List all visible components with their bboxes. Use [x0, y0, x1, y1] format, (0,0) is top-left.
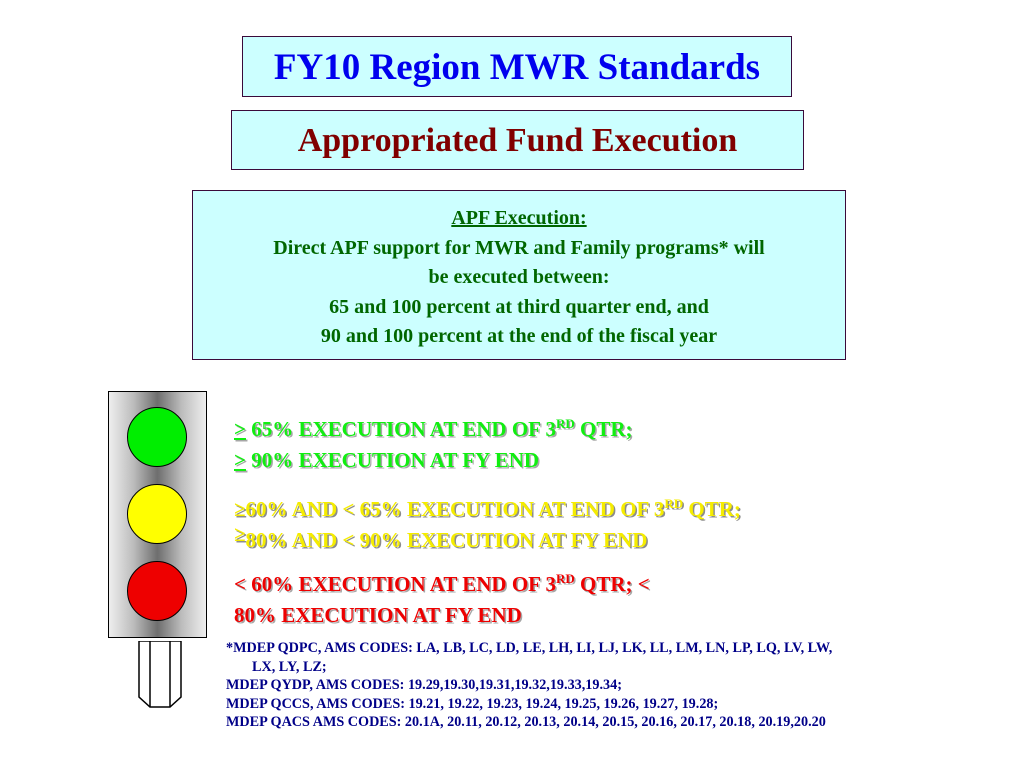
apf-line-4: 90 and 100 percent at the end of the fis… [320, 325, 718, 347]
red-status-line-2: 80% EXECUTION AT FY END [234, 603, 522, 627]
red-line-1-sup: RD [555, 571, 575, 586]
page-title: FY10 Region MWR Standards [273, 47, 761, 88]
mdep-codes-footnote: *MDEP QDPC, AMS CODES: LA, LB, LC, LD, L… [226, 639, 1016, 732]
yellow-line-1-sup: RD [664, 496, 684, 511]
apf-line-2: be executed between: [428, 266, 610, 288]
red-line-1-end: QTR; < [574, 572, 650, 596]
title-box: FY10 Region MWR Standards [242, 36, 792, 97]
green-status-line-1: > 65% EXECUTION AT END OF 3RD QTR; [234, 408, 633, 445]
apf-heading: APF Execution: [451, 207, 587, 229]
traffic-light-icon [108, 391, 207, 638]
yellow-line-1-text: 60% AND < 65% EXECUTION AT END OF 3 [245, 497, 665, 521]
greater-equal-symbol: ≥ [234, 497, 246, 521]
codes-line-1-continued: LX, LY, LZ; [252, 658, 327, 675]
yellow-status-line-1: ≥60% AND < 65% EXECUTION AT END OF 3RD Q… [234, 488, 741, 525]
apf-description-box: APF Execution: Direct APF support for MW… [192, 190, 846, 360]
yellow-status-text: ≥60% AND < 65% EXECUTION AT END OF 3RD Q… [234, 488, 741, 556]
greater-equal-symbol: > [234, 448, 246, 472]
greater-equal-symbol: ≥ [234, 522, 246, 546]
green-line-1-end: QTR; [574, 417, 633, 441]
yellow-lamp-icon [127, 484, 187, 544]
traffic-light-pole-icon [138, 641, 182, 708]
green-status-text: > 65% EXECUTION AT END OF 3RD QTR; > 90%… [234, 408, 633, 476]
codes-line-3: MDEP QCCS, AMS CODES: 19.21, 19.22, 19.2… [226, 695, 719, 712]
green-line-2-text: 90% EXECUTION AT FY END [245, 448, 540, 472]
subtitle-box: Appropriated Fund Execution [231, 110, 804, 170]
red-lamp-icon [127, 561, 187, 621]
page-subtitle: Appropriated Fund Execution [297, 122, 738, 159]
green-line-1-text: 65% EXECUTION AT END OF 3 [245, 417, 556, 441]
codes-line-2: MDEP QYDP, AMS CODES: 19.29,19.30,19.31,… [226, 677, 622, 693]
green-status-line-2: > 90% EXECUTION AT FY END [234, 445, 633, 476]
yellow-line-1-end: QTR; [683, 497, 741, 521]
greater-equal-symbol: > [234, 417, 246, 441]
apf-line-1: Direct APF support for MWR and Family pr… [273, 236, 765, 259]
red-status-text: < 60% EXECUTION AT END OF 3RD QTR; < 80%… [234, 563, 650, 631]
red-status-line-1: < 60% EXECUTION AT END OF 3RD QTR; < [234, 563, 650, 600]
apf-line-3: 65 and 100 percent at third quarter end,… [329, 295, 709, 318]
yellow-line-2-text: 80% AND < 90% EXECUTION AT FY END [245, 528, 648, 552]
codes-line-4: MDEP QACS AMS CODES: 20.1A, 20.11, 20.12… [226, 714, 826, 730]
codes-line-1: *MDEP QDPC, AMS CODES: LA, LB, LC, LD, L… [226, 640, 833, 656]
green-lamp-icon [127, 407, 187, 467]
red-line-1-text: < 60% EXECUTION AT END OF 3 [234, 572, 556, 596]
yellow-status-line-2: ≥80% AND < 90% EXECUTION AT FY END [234, 522, 741, 556]
green-line-1-sup: RD [555, 416, 575, 431]
